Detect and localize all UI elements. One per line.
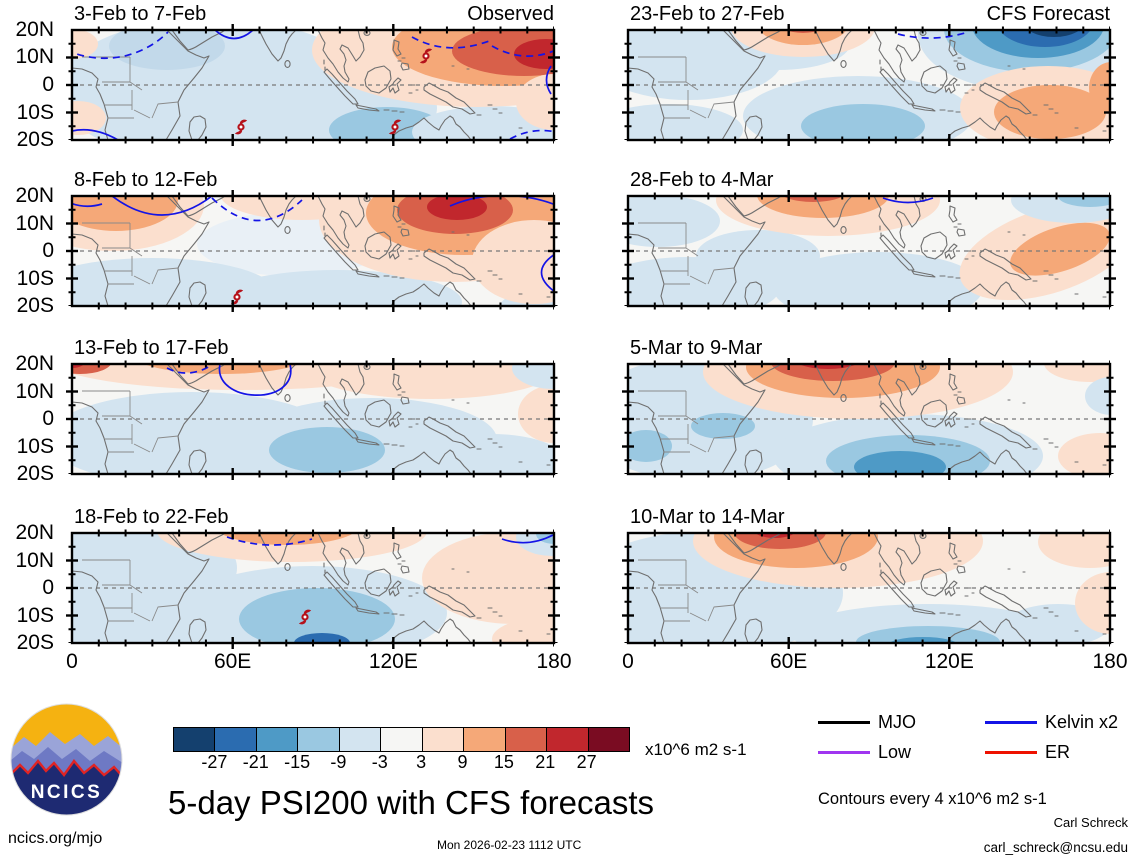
y-tick-label: 20S bbox=[16, 128, 54, 151]
x-axis-labels-left: 0 60E 120E 180 bbox=[66, 650, 571, 678]
colorbar-tick: -27 bbox=[201, 752, 228, 772]
colorbar-tick: 9 bbox=[457, 752, 468, 772]
colorbar-tick: -15 bbox=[284, 752, 311, 772]
er-line-swatch bbox=[985, 751, 1037, 754]
colorbar-tick: -3 bbox=[371, 752, 388, 772]
figure-title: 5-day PSI200 with CFS forecasts bbox=[168, 784, 655, 821]
y-tick-label: 0 bbox=[42, 576, 54, 599]
y-tick-label: 20N bbox=[15, 18, 54, 41]
y-tick-label: 10S bbox=[16, 101, 54, 124]
colorbar-segment bbox=[464, 728, 506, 751]
colorbar-segment bbox=[588, 728, 629, 751]
contour-note: Contours every 4 x10^6 m2 s-1 bbox=[818, 790, 1047, 808]
y-tick-label: 10S bbox=[16, 267, 54, 290]
colorbar-tick: -21 bbox=[242, 752, 269, 772]
legend-label: ER bbox=[1045, 742, 1071, 762]
y-tick-label: 10S bbox=[16, 435, 54, 458]
x-tick-label: 120E bbox=[368, 650, 418, 673]
credit-email[interactable]: carl_schreck@ncsu.edu bbox=[983, 840, 1128, 855]
legend-label: Kelvin x2 bbox=[1045, 712, 1119, 732]
column-label: CFS Forecast bbox=[986, 3, 1110, 25]
x-tick-label: 60E bbox=[769, 650, 808, 673]
y-tick-label: 0 bbox=[42, 239, 54, 262]
x-tick-label: 180 bbox=[536, 650, 572, 673]
panel-title: 10-Mar to 14-Mar bbox=[630, 506, 785, 528]
panel-title: 28-Feb to 4-Mar bbox=[630, 169, 774, 191]
colorbar-segment bbox=[381, 728, 423, 751]
timestamp: Mon 2026-02-23 1112 UTC bbox=[437, 838, 582, 852]
column-label: Observed bbox=[467, 3, 554, 25]
map-fcst-2 bbox=[628, 196, 1110, 306]
y-tick-label: 10S bbox=[16, 604, 54, 627]
colorbar-segment bbox=[505, 728, 548, 751]
colorbar-units: x10^6 m2 s-1 bbox=[645, 740, 747, 759]
y-tick-label: 20S bbox=[16, 631, 54, 654]
colorbar-segment bbox=[339, 728, 382, 751]
y-tick-label: 20S bbox=[16, 462, 54, 485]
y-tick-label: 20N bbox=[15, 521, 54, 544]
map-obs-4 bbox=[72, 533, 554, 643]
panel-title: 3-Feb to 7-Feb bbox=[74, 3, 207, 25]
credit-name: Carl Schreck bbox=[1053, 815, 1128, 830]
panel-title: 23-Feb to 27-Feb bbox=[630, 3, 785, 25]
colorbar-segment bbox=[215, 728, 257, 751]
colorbar-segment bbox=[422, 728, 465, 751]
low-line-swatch bbox=[818, 751, 870, 754]
legend-label: MJO bbox=[878, 712, 916, 732]
colorbar-labels: -27 -21 -15 -9 -3 3 9 15 21 27 bbox=[173, 752, 628, 772]
panel-title: 5-Mar to 9-Mar bbox=[630, 337, 763, 359]
colorbar-tick: 27 bbox=[576, 752, 597, 772]
ncics-logo: NCICS bbox=[10, 703, 123, 816]
panel-title: 13-Feb to 17-Feb bbox=[74, 337, 229, 359]
mjo-line-swatch bbox=[818, 721, 870, 724]
colorbar-tick: -9 bbox=[330, 752, 347, 772]
x-tick-label: 120E bbox=[924, 650, 974, 673]
map-obs-1 bbox=[72, 30, 554, 140]
map-fcst-4 bbox=[628, 533, 1110, 643]
map-fcst-1 bbox=[628, 30, 1110, 140]
y-tick-label: 10N bbox=[15, 380, 54, 403]
panel-title: 8-Feb to 12-Feb bbox=[74, 169, 218, 191]
x-tick-label: 60E bbox=[213, 650, 252, 673]
y-tick-label: 10N bbox=[15, 212, 54, 235]
x-axis-labels-right: 0 60E 120E 180 bbox=[622, 650, 1127, 678]
colorbar-segment bbox=[547, 728, 589, 751]
x-tick-label: 0 bbox=[622, 650, 634, 673]
colorbar bbox=[173, 727, 630, 752]
x-tick-label: 180 bbox=[1092, 650, 1128, 673]
colorbar-segment bbox=[256, 728, 299, 751]
y-tick-label: 20N bbox=[15, 184, 54, 207]
y-axis-labels: 20N 10N 0 10S 20S 20N 10N 0 10S 20S 20N … bbox=[0, 0, 64, 700]
y-tick-label: 20N bbox=[15, 352, 54, 375]
y-tick-label: 20S bbox=[16, 294, 54, 317]
kelvin-line-swatch bbox=[985, 721, 1037, 724]
y-tick-label: 10N bbox=[15, 549, 54, 572]
site-url[interactable]: ncics.org/mjo bbox=[8, 830, 103, 847]
colorbar-tick: 21 bbox=[535, 752, 556, 772]
colorbar-segment bbox=[174, 728, 216, 751]
panel-title: 18-Feb to 22-Feb bbox=[74, 506, 229, 528]
colorbar-tick: 3 bbox=[416, 752, 427, 772]
map-obs-3 bbox=[72, 364, 554, 474]
map-obs-2 bbox=[72, 196, 554, 306]
map-fcst-3 bbox=[628, 364, 1110, 474]
logo-text: NCICS bbox=[31, 782, 103, 803]
y-tick-label: 0 bbox=[42, 73, 54, 96]
y-tick-label: 10N bbox=[15, 45, 54, 68]
colorbar-tick: 15 bbox=[493, 752, 514, 772]
x-tick-label: 0 bbox=[66, 650, 78, 673]
y-tick-label: 0 bbox=[42, 407, 54, 430]
legend-label: Low bbox=[878, 742, 912, 762]
colorbar-segment bbox=[298, 728, 340, 751]
